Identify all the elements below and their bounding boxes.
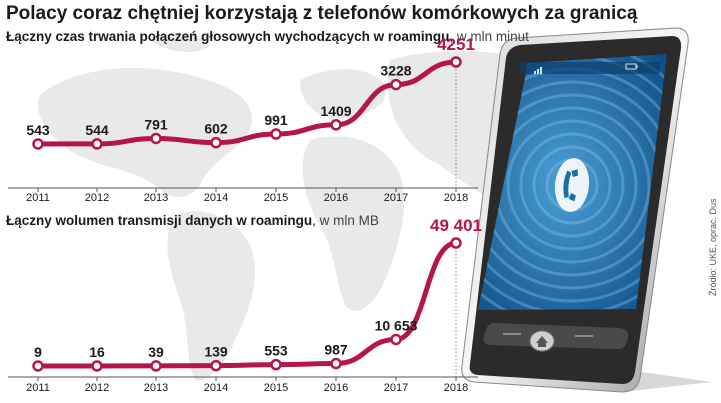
chart-1-point xyxy=(390,78,402,91)
chart-1-unit: w mln minut xyxy=(456,29,529,44)
chart-2-value-label: 139 xyxy=(204,344,228,360)
chart-1-title: Łączny czas trwania połączeń głosowych w… xyxy=(6,29,450,44)
chart-2-unit: w mln MB xyxy=(319,213,379,228)
chart-1-x-tick-label: 2012 xyxy=(85,192,109,204)
chart-1-point xyxy=(91,138,103,150)
chart-2-x-tick-label: 2011 xyxy=(26,382,50,394)
chart-1-value-label: 602 xyxy=(204,121,228,137)
chart-2-point xyxy=(330,357,342,370)
chart-1-x-tick-label: 2011 xyxy=(26,192,50,204)
chart-2-point xyxy=(270,358,282,371)
source-note: Źródło: UKE, oprac. Dus xyxy=(708,198,718,306)
chart-2-value-label: 39 xyxy=(148,344,164,360)
chart-2-value-label: 10 653 xyxy=(375,317,418,333)
chart-1-point xyxy=(450,56,462,68)
chart-1-x-tick-label: 2018 xyxy=(444,192,468,204)
source-text: Źródło: UKE, oprac. Dus xyxy=(708,198,718,296)
chart-2-x-tick-label: 2018 xyxy=(444,382,468,394)
chart-1-point xyxy=(270,128,282,140)
chart-2-x-tick-label: 2014 xyxy=(204,382,228,394)
phone-handset-icon xyxy=(554,158,590,212)
chart-2-point xyxy=(32,360,44,372)
chart-2-x-tick-label: 2013 xyxy=(144,382,168,394)
chart-1-subtitle: Łączny czas trwania połączeń głosowych w… xyxy=(6,29,529,44)
battery-icon xyxy=(625,63,638,70)
chart-2-point xyxy=(150,360,162,372)
chart-1-point xyxy=(330,119,342,131)
chart-1-x-tick-label: 2016 xyxy=(324,192,348,204)
chart-2-value-label: 9 xyxy=(34,344,42,360)
chart-1-point xyxy=(210,136,222,149)
chart-1-value-label: 791 xyxy=(144,116,168,132)
chart-2-x-tick-label: 2015 xyxy=(264,382,288,394)
chart-1-x-tick-label: 2014 xyxy=(204,192,228,204)
chart-1-value-label: 543 xyxy=(26,122,50,138)
page-title: Polacy coraz chętniej korzystają z telef… xyxy=(6,3,638,24)
chart-1-value-label: 991 xyxy=(264,112,288,128)
chart-1-x-tick-label: 2013 xyxy=(144,192,168,204)
chart-1-point xyxy=(150,132,162,145)
chart-2-value-label: 49 401 xyxy=(430,216,482,235)
chart-2-point xyxy=(210,359,222,372)
chart-1-x-tick-label: 2015 xyxy=(264,192,288,204)
chart-2-point xyxy=(450,237,462,249)
chart-1-point xyxy=(32,138,44,150)
chart-2-point xyxy=(91,360,103,372)
home-icon xyxy=(536,336,548,347)
chart-2-x-tick-label: 2017 xyxy=(384,382,408,394)
chart-1-value-label: 544 xyxy=(85,122,109,138)
chart-2-subtitle: Łączny wolumen transmisji danych w roami… xyxy=(6,213,379,228)
chart-1-value-label: 4251 xyxy=(437,35,475,54)
signal-icon xyxy=(534,67,542,74)
chart-2-point xyxy=(390,333,402,346)
chart-2-x-tick-label: 2012 xyxy=(85,382,109,394)
chart-1-value-label: 1409 xyxy=(320,103,351,119)
chart-1-x-tick-label: 2017 xyxy=(384,192,408,204)
chart-2-value-label: 987 xyxy=(324,342,348,358)
chart-2-value-label: 16 xyxy=(89,344,105,360)
chart-1-value-label: 3228 xyxy=(380,63,411,79)
phone-bottom-bar xyxy=(483,323,629,352)
chart-2-value-label: 553 xyxy=(264,343,288,359)
chart-2-x-tick-label: 2016 xyxy=(324,382,348,394)
chart-2-title: Łączny wolumen transmisji danych w roami… xyxy=(6,213,313,228)
